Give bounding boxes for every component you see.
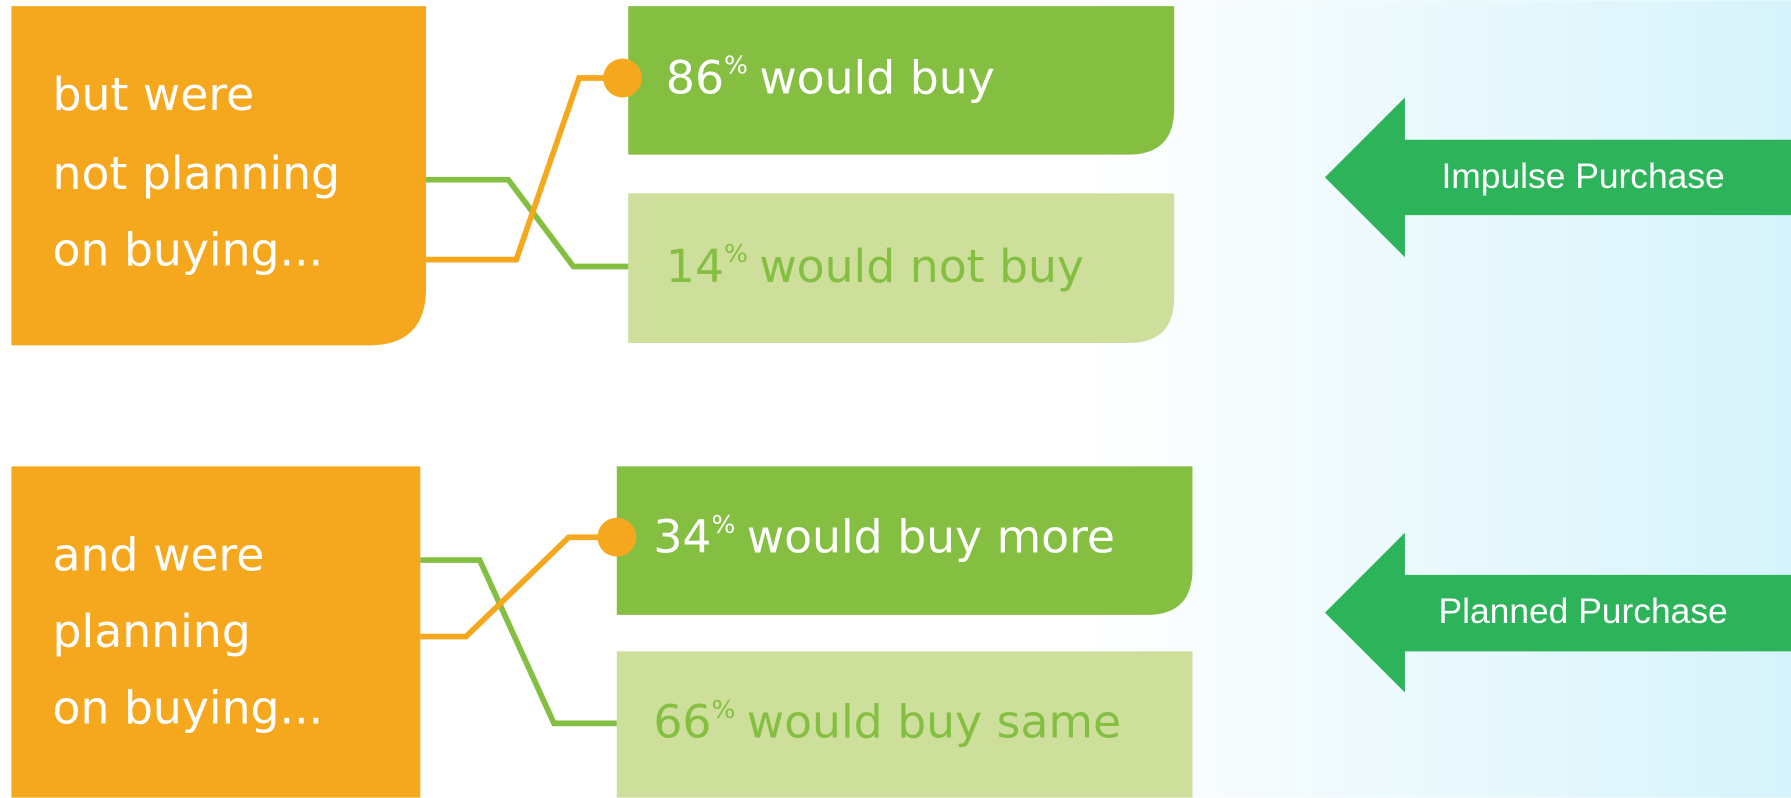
outcome-box [616,651,1193,798]
connector [426,75,617,263]
connector [426,176,629,270]
connector-dot [597,517,637,557]
label-line: on buying... [53,681,324,734]
label-line: but were [53,68,255,121]
source-label: and were planning on buying... [53,528,324,734]
outcome-label: 86% would buy [666,51,995,104]
source-box [11,6,427,346]
label-line: planning [53,605,251,658]
connector-dot [603,58,642,98]
percent: 34 [653,510,711,563]
outcome-box [616,466,1193,615]
outcome-label: 66% would buy same [653,695,1121,748]
source-box [11,466,421,798]
outcome-text: would buy [759,51,994,104]
connector [420,534,606,640]
percent-sign: % [711,695,735,724]
percent: 66 [653,695,711,748]
outcome-text: would buy same [747,695,1121,748]
percent-sign: % [711,510,735,539]
label-line: on buying... [53,223,324,276]
label-line: and were [53,528,265,581]
arrow-label: Impulse Purchase [1441,156,1724,196]
label-line: not planning [53,147,341,200]
percent: 86 [666,51,724,104]
arrow [1324,97,1791,258]
percent-sign: % [724,51,748,80]
arrow [1324,532,1791,693]
source-label: but were not planning on buying... [53,68,355,276]
percent-sign: % [724,239,748,268]
outcome-box [628,193,1175,344]
percent: 14 [666,239,724,292]
outcome-text: would buy more [747,510,1115,563]
outcome-text: would not buy [759,239,1084,292]
arrow-label: Planned Purchase [1438,591,1727,631]
connector [420,557,617,727]
outcome-label: 34% would buy more [653,510,1115,563]
outcome-label: 14% would not buy [666,239,1084,292]
outcome-box [628,6,1175,155]
